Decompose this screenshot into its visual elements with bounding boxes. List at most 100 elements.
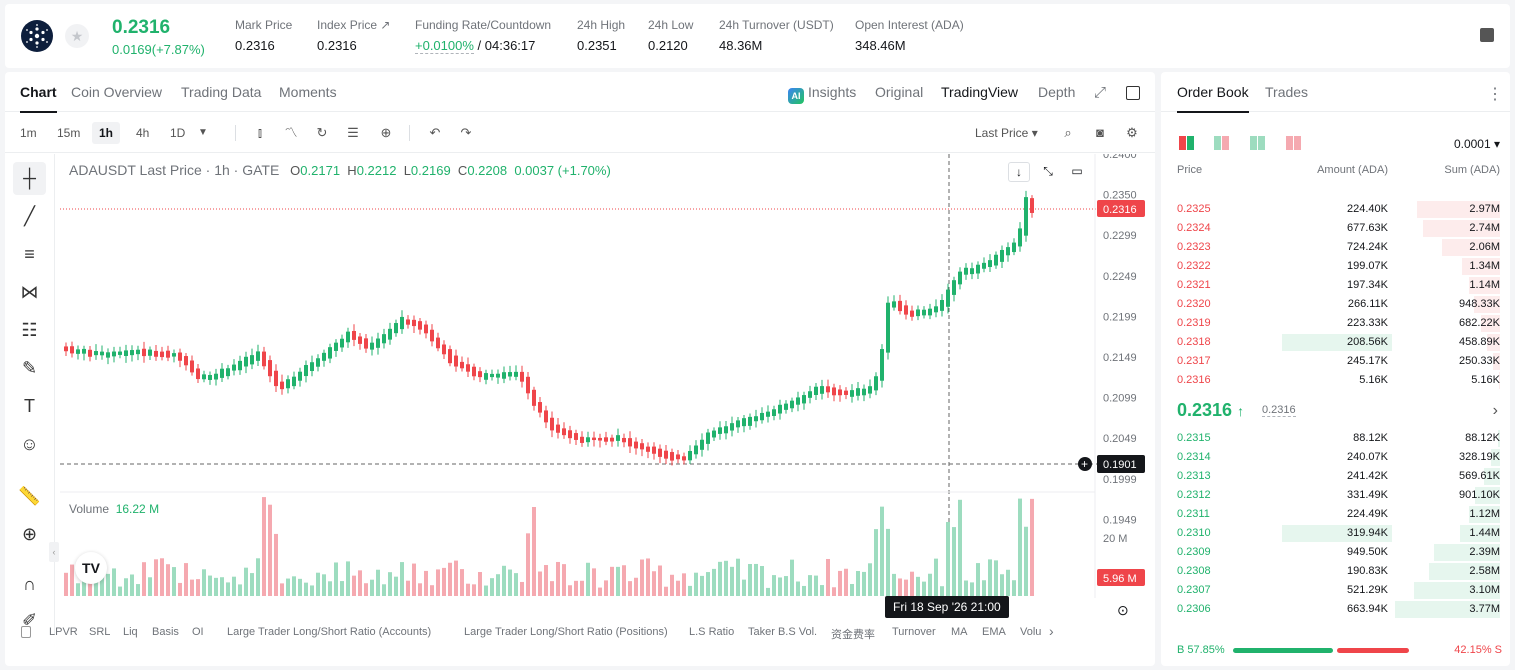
fib-icon[interactable]: ☷: [21, 320, 38, 340]
chevron-right-icon[interactable]: ›: [1492, 402, 1498, 419]
tab-chart[interactable]: Chart: [20, 84, 57, 113]
indicator-9[interactable]: 资金费率: [831, 629, 875, 641]
brush-icon[interactable]: ✎: [21, 358, 38, 378]
volume-bar: [340, 581, 344, 596]
indicator-7[interactable]: L.S Ratio: [689, 626, 735, 638]
collapse-icon[interactable]: ⤡: [1043, 164, 1053, 178]
indicator-6[interactable]: Large Trader Long/Short Ratio (Positions…: [464, 626, 668, 638]
bid-row[interactable]: 0.2314 240.07K 328.19K: [1161, 448, 1510, 467]
indicator-3[interactable]: Basis: [152, 626, 179, 638]
replay-icon[interactable]: ↻: [316, 125, 328, 140]
pattern-icon[interactable]: ⋈: [20, 282, 39, 302]
view-asks-icon[interactable]: [1286, 136, 1302, 150]
crosshair-icon[interactable]: ┼: [13, 162, 46, 195]
view-both-icon[interactable]: [1179, 136, 1195, 150]
timeframe-1d[interactable]: 1D: [170, 126, 186, 140]
ask-row[interactable]: 0.2322 199.07K 1.34M: [1161, 257, 1510, 276]
ask-row[interactable]: 0.2321 197.34K 1.14M: [1161, 276, 1510, 295]
candle-body: [136, 349, 140, 355]
bid-row[interactable]: 0.2312 331.49K 901.10K: [1161, 486, 1510, 505]
ask-row[interactable]: 0.2324 677.63K 2.74M: [1161, 219, 1510, 238]
indicator-2[interactable]: Liq: [123, 626, 138, 638]
text-icon[interactable]: T: [24, 396, 35, 416]
bid-row[interactable]: 0.2306 663.94K 3.77M: [1161, 600, 1510, 619]
ask-row[interactable]: 0.2317 245.17K 250.33K: [1161, 352, 1510, 371]
ruler-icon[interactable]: 📏: [18, 486, 41, 506]
view-depth[interactable]: Depth: [1038, 84, 1076, 100]
add-alert-icon[interactable]: [1078, 457, 1092, 471]
candle-type-icon[interactable]: ⫾: [257, 125, 263, 140]
precision-select[interactable]: 0.0001 ▾: [1453, 137, 1500, 151]
order-price: 0.2306: [1177, 603, 1211, 615]
bid-row[interactable]: 0.2315 88.12K 88.12K: [1161, 429, 1510, 448]
redo-icon[interactable]: ↷: [460, 125, 472, 140]
timeframe-1h[interactable]: 1h: [92, 122, 121, 144]
order-price: 0.2310: [1177, 527, 1211, 539]
zoom-in-icon[interactable]: ⊕: [21, 524, 38, 544]
view-bids-icon[interactable]: [1250, 136, 1266, 150]
expand-icon[interactable]: ⤢: [1094, 84, 1107, 101]
tab-trading-data[interactable]: Trading Data: [181, 84, 262, 100]
search-icon[interactable]: ⌕: [1064, 125, 1072, 140]
timeframe-15m[interactable]: 15m: [57, 126, 81, 140]
volume-bar: [424, 570, 428, 596]
favorite-star-icon[interactable]: ★: [65, 24, 89, 48]
emoji-icon[interactable]: ☺: [20, 434, 39, 454]
candlestick-chart[interactable]: 0.2400 0.2350 0.2299 0.2249 0.2199 0.2149 0.20…: [60, 154, 1155, 598]
gear-icon[interactable]: ⚙: [1126, 125, 1138, 140]
tab-trades[interactable]: Trades: [1265, 84, 1309, 100]
view-tradingview[interactable]: TradingView: [941, 84, 1019, 100]
indicator-8[interactable]: Taker B.S Vol.: [748, 626, 818, 638]
indicator-10[interactable]: Turnover: [892, 626, 936, 638]
ask-row[interactable]: 0.2318 208.56K 458.89K: [1161, 333, 1510, 352]
view-split-icon[interactable]: [1214, 136, 1230, 150]
bid-row[interactable]: 0.2313 241.42K 569.61K: [1161, 467, 1510, 486]
price-source-select[interactable]: Last Price ▾: [975, 126, 1038, 140]
add-indicator-icon[interactable]: ⊕: [380, 125, 392, 140]
indicator-1[interactable]: SRL: [89, 626, 111, 638]
pencil-icon[interactable]: ✐: [21, 610, 38, 630]
indicators-icon[interactable]: 〽: [284, 125, 298, 140]
indicator-13[interactable]: Volu: [1020, 626, 1042, 638]
template-icon[interactable]: ☰: [347, 125, 359, 140]
checkbox-icon[interactable]: [21, 626, 31, 638]
ask-row[interactable]: 0.2316 5.16K 5.16K: [1161, 371, 1510, 390]
ask-row[interactable]: 0.2323 724.24K 2.06M: [1161, 238, 1510, 257]
indicator-4[interactable]: OI: [192, 626, 204, 638]
magnet-icon[interactable]: ∩: [23, 574, 36, 594]
scroll-down-icon[interactable]: ↓: [1008, 162, 1030, 182]
undo-icon[interactable]: ↶: [429, 125, 441, 140]
chevron-down-icon[interactable]: ▼: [198, 127, 208, 138]
view-original[interactable]: Original: [875, 84, 924, 100]
bid-row[interactable]: 0.2308 190.83K 2.58M: [1161, 562, 1510, 581]
bid-row[interactable]: 0.2309 949.50K 2.39M: [1161, 543, 1510, 562]
ask-row[interactable]: 0.2319 223.33K 682.22K: [1161, 314, 1510, 333]
indicator-5[interactable]: Large Trader Long/Short Ratio (Accounts): [227, 626, 432, 638]
stat-index-price[interactable]: Index Price ↗ 0.2316: [317, 18, 391, 53]
indicator-12[interactable]: EMA: [982, 626, 1006, 638]
tradingview-logo-icon[interactable]: TV: [75, 552, 107, 584]
chevron-left-icon[interactable]: ‹: [49, 542, 59, 562]
camera-icon[interactable]: ◙: [1096, 125, 1104, 140]
ask-row[interactable]: 0.2325 224.40K 2.97M: [1161, 200, 1510, 219]
tab-moments[interactable]: Moments: [279, 84, 337, 100]
indicator-11[interactable]: MA: [951, 626, 968, 638]
book-icon[interactable]: [1480, 28, 1494, 42]
ask-row[interactable]: 0.2320 266.11K 948.33K: [1161, 295, 1510, 314]
chevron-right-icon[interactable]: ›: [1049, 623, 1054, 639]
tab-order-book[interactable]: Order Book: [1177, 84, 1249, 113]
timeframe-1m[interactable]: 1m: [20, 126, 37, 140]
tab-coin-overview[interactable]: Coin Overview: [71, 84, 163, 100]
trend-line-icon[interactable]: ╱: [24, 206, 35, 226]
indicator-0[interactable]: LPVR: [49, 626, 78, 638]
insights-button[interactable]: AI Insights: [788, 84, 856, 104]
horizontal-lines-icon[interactable]: ≡: [24, 244, 35, 264]
bid-row[interactable]: 0.2310 319.94K 1.44M: [1161, 524, 1510, 543]
window-icon[interactable]: [1126, 86, 1140, 100]
settings-circle-icon[interactable]: ⊙: [1117, 602, 1129, 618]
bid-row[interactable]: 0.2311 224.49K 1.12M: [1161, 505, 1510, 524]
timeframe-4h[interactable]: 4h: [136, 126, 150, 140]
bid-row[interactable]: 0.2307 521.29K 3.10M: [1161, 581, 1510, 600]
more-icon[interactable]: ⋮: [1487, 86, 1503, 103]
maximize-icon[interactable]: ▭: [1071, 164, 1083, 178]
